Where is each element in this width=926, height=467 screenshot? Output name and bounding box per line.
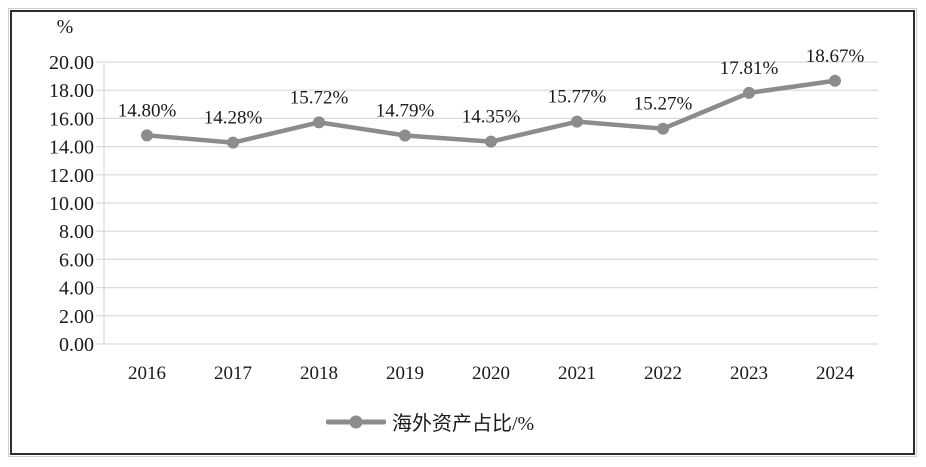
- chart-frame: [8, 8, 917, 457]
- y-axis-unit-label: %: [56, 16, 74, 38]
- legend-dot: [349, 415, 363, 428]
- legend-line-marker-icon: [326, 415, 386, 428]
- legend: 海外资产占比/%: [326, 407, 534, 436]
- legend-label: 海外资产占比/%: [392, 413, 535, 435]
